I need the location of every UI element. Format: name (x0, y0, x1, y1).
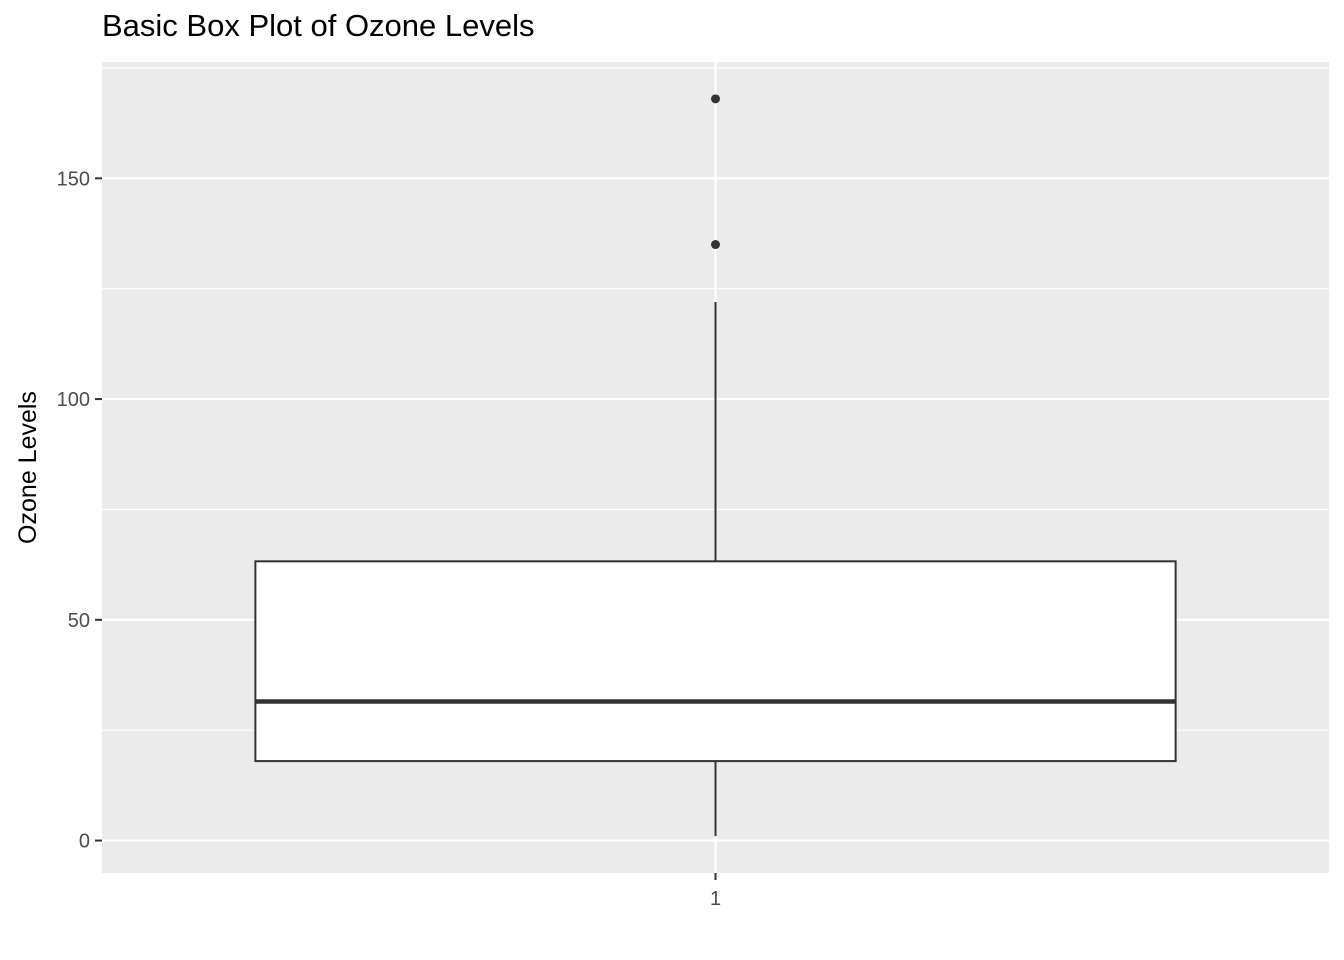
boxes-layer (254, 94, 1177, 837)
y-tick-label: 0 (79, 831, 90, 853)
x-axis: 1 (710, 873, 721, 910)
y-tick-label: 100 (57, 389, 90, 411)
outlier-point (711, 94, 720, 104)
y-axis-title: Ozone Levels (14, 391, 42, 544)
y-tick-label: 50 (68, 610, 90, 632)
x-tick-label: 1 (710, 888, 721, 910)
y-tick-label: 150 (57, 168, 90, 190)
box-iqr (254, 560, 1177, 763)
outlier-point (711, 240, 720, 250)
chart-title: Basic Box Plot of Ozone Levels (102, 8, 535, 43)
y-axis: 0 50 100 150 (57, 168, 102, 853)
